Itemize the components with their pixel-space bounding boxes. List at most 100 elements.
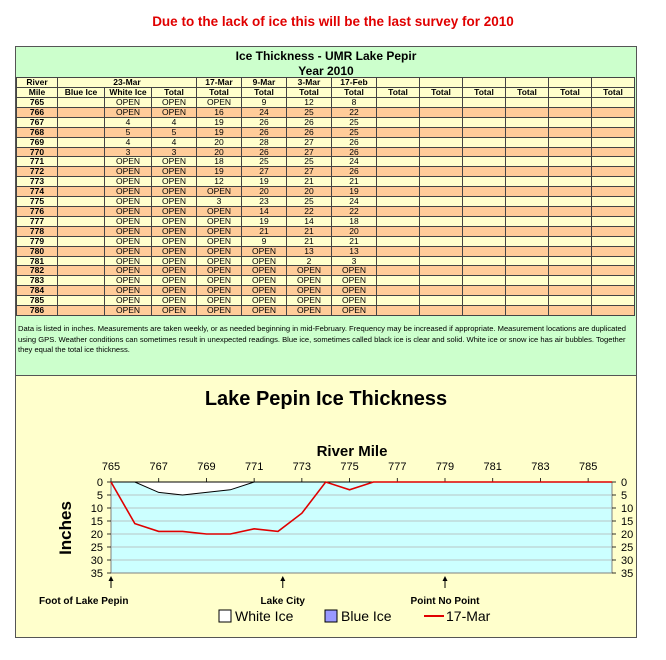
empty-cell bbox=[376, 215, 420, 227]
river-mile-cell: 778 bbox=[16, 225, 58, 237]
thickness-cell: 24 bbox=[331, 156, 377, 168]
thickness-cell: 26 bbox=[331, 166, 377, 178]
thickness-cell: 26 bbox=[331, 146, 377, 158]
empty-cell bbox=[591, 305, 635, 316]
river-mile-cell: 766 bbox=[16, 106, 58, 118]
empty-cell bbox=[376, 156, 420, 168]
y-gridlines bbox=[107, 481, 616, 574]
empty-cell bbox=[591, 156, 635, 168]
empty-cell bbox=[548, 265, 592, 277]
empty-cell bbox=[376, 176, 420, 188]
header-blank bbox=[419, 77, 463, 88]
thickness-cell: 3 bbox=[331, 255, 377, 267]
thickness-cell: OPEN bbox=[241, 275, 287, 287]
header-blank bbox=[548, 77, 592, 88]
empty-cell bbox=[591, 225, 635, 237]
thickness-cell: 21 bbox=[331, 176, 377, 188]
thickness-cell: OPEN bbox=[151, 97, 197, 108]
landmark-label: Lake City bbox=[261, 596, 306, 607]
empty-cell bbox=[419, 97, 463, 108]
empty-cell bbox=[419, 196, 463, 207]
y-tick-label: 30 bbox=[91, 555, 103, 567]
thickness-cell: OPEN bbox=[104, 97, 152, 108]
empty-cell bbox=[462, 156, 506, 168]
thickness-cell: 3 bbox=[104, 146, 152, 158]
empty-cell bbox=[548, 146, 592, 158]
thickness-cell: OPEN bbox=[151, 225, 197, 237]
y-tick-label: 10 bbox=[91, 503, 103, 515]
thickness-cell: 16 bbox=[196, 106, 242, 118]
thickness-cell: OPEN bbox=[331, 305, 377, 316]
thickness-cell: OPEN bbox=[104, 275, 152, 287]
empty-cell bbox=[591, 116, 635, 128]
empty-cell bbox=[591, 106, 635, 118]
thickness-cell: 24 bbox=[331, 196, 377, 207]
table-row: 783 OPEN OPEN OPEN OPEN OPEN OPEN bbox=[16, 275, 635, 287]
thickness-cell: 25 bbox=[286, 156, 332, 168]
empty-cell bbox=[462, 305, 506, 316]
y-tick-label: 10 bbox=[621, 503, 633, 515]
empty-cell bbox=[462, 285, 506, 297]
empty-cell bbox=[419, 245, 463, 257]
empty-cell bbox=[376, 255, 420, 267]
y-tick-label: 20 bbox=[621, 529, 633, 541]
thickness-cell: OPEN bbox=[151, 205, 197, 217]
header-total: Total bbox=[591, 87, 635, 98]
empty-cell bbox=[376, 126, 420, 138]
river-mile-cell: 779 bbox=[16, 235, 58, 247]
header-blank bbox=[462, 77, 506, 88]
thickness-cell bbox=[57, 205, 105, 217]
thickness-cell: OPEN bbox=[151, 215, 197, 227]
table-row: 766 OPEN OPEN 16 24 25 22 bbox=[16, 106, 635, 118]
thickness-cell: OPEN bbox=[104, 166, 152, 178]
empty-cell bbox=[591, 205, 635, 217]
thickness-cell: OPEN bbox=[196, 215, 242, 227]
header-blank bbox=[505, 77, 549, 88]
legend-label-white-ice: White Ice bbox=[235, 608, 294, 624]
thickness-cell: 18 bbox=[331, 215, 377, 227]
table-note: Data is listed in inches. Measurements a… bbox=[18, 324, 626, 354]
thickness-cell: OPEN bbox=[241, 255, 287, 267]
empty-cell bbox=[548, 275, 592, 287]
thickness-cell: OPEN bbox=[196, 275, 242, 287]
line-17-mar bbox=[110, 481, 612, 535]
empty-cell bbox=[591, 275, 635, 287]
empty-cell bbox=[419, 255, 463, 267]
empty-cell bbox=[548, 166, 592, 178]
thickness-cell: OPEN bbox=[151, 295, 197, 307]
thickness-cell: OPEN bbox=[151, 245, 197, 257]
header-blank bbox=[591, 77, 635, 88]
chart-panel: Lake Pepin Ice Thickness River Mile Inch… bbox=[15, 376, 637, 638]
thickness-cell: OPEN bbox=[151, 235, 197, 247]
empty-cell bbox=[505, 295, 549, 307]
table-row: 769 4 4 20 28 27 26 bbox=[16, 136, 635, 148]
thickness-cell: OPEN bbox=[104, 285, 152, 297]
header-total: Total bbox=[505, 87, 549, 98]
empty-cell bbox=[505, 255, 549, 267]
thickness-cell bbox=[57, 225, 105, 237]
empty-cell bbox=[591, 215, 635, 227]
empty-cell bbox=[419, 186, 463, 198]
empty-cell bbox=[376, 275, 420, 287]
river-mile-cell: 770 bbox=[16, 146, 58, 158]
thickness-cell: OPEN bbox=[196, 186, 242, 198]
thickness-cell: OPEN bbox=[104, 176, 152, 188]
empty-cell bbox=[591, 295, 635, 307]
thickness-cell: 24 bbox=[241, 106, 287, 118]
empty-cell bbox=[505, 156, 549, 168]
thickness-cell: 5 bbox=[151, 126, 197, 138]
river-mile-cell: 773 bbox=[16, 176, 58, 188]
thickness-cell: 13 bbox=[286, 245, 332, 257]
thickness-cell: 18 bbox=[196, 156, 242, 168]
empty-cell bbox=[548, 176, 592, 188]
empty-cell bbox=[591, 176, 635, 188]
landmark-arrow-head bbox=[108, 576, 114, 581]
thickness-cell: OPEN bbox=[196, 205, 242, 217]
empty-cell bbox=[505, 146, 549, 158]
empty-cell bbox=[462, 205, 506, 217]
empty-cell bbox=[548, 235, 592, 247]
table-row: 767 4 4 19 26 26 25 bbox=[16, 116, 635, 128]
empty-cell bbox=[376, 205, 420, 217]
empty-cell bbox=[462, 215, 506, 227]
thickness-cell: OPEN bbox=[151, 166, 197, 178]
